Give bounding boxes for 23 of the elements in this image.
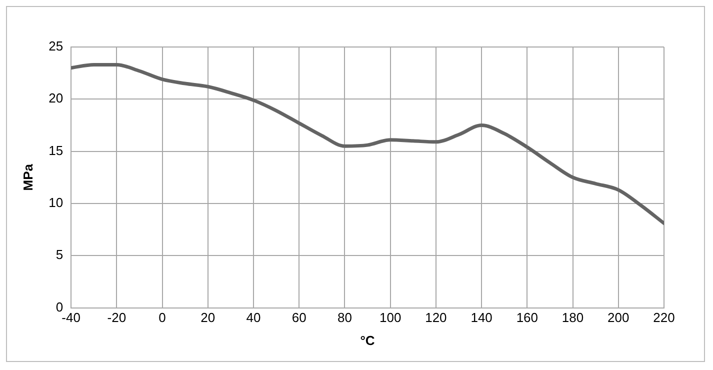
y-tick-label: 20 [48,90,64,106]
x-tick-label: 100 [379,310,402,326]
x-tick-label: 20 [200,310,216,326]
line-series [71,62,664,226]
x-tick-label: 0 [158,310,166,326]
x-tick-label: 80 [337,310,352,326]
y-tick-label: 5 [56,247,64,262]
x-tick-label: 120 [425,310,447,326]
y-axis-title: MPa [20,163,36,191]
x-tick-label: 40 [246,310,261,326]
x-tick-label: -20 [107,310,126,326]
x-tick-label: 180 [562,310,584,326]
y-tick-label: 10 [48,195,64,210]
y-tick-label: 15 [48,142,64,158]
x-tick-label: 140 [470,310,492,326]
y-tick-label: 25 [48,38,64,54]
x-axis-title: °C [360,332,376,348]
x-tick-label: 200 [608,310,630,326]
x-tick-label: 160 [516,310,538,326]
x-tick-label: 220 [653,310,675,326]
y-tick-label: 0 [56,299,64,314]
x-tick-label: 60 [292,310,306,326]
x-tick-label: -40 [62,310,80,326]
